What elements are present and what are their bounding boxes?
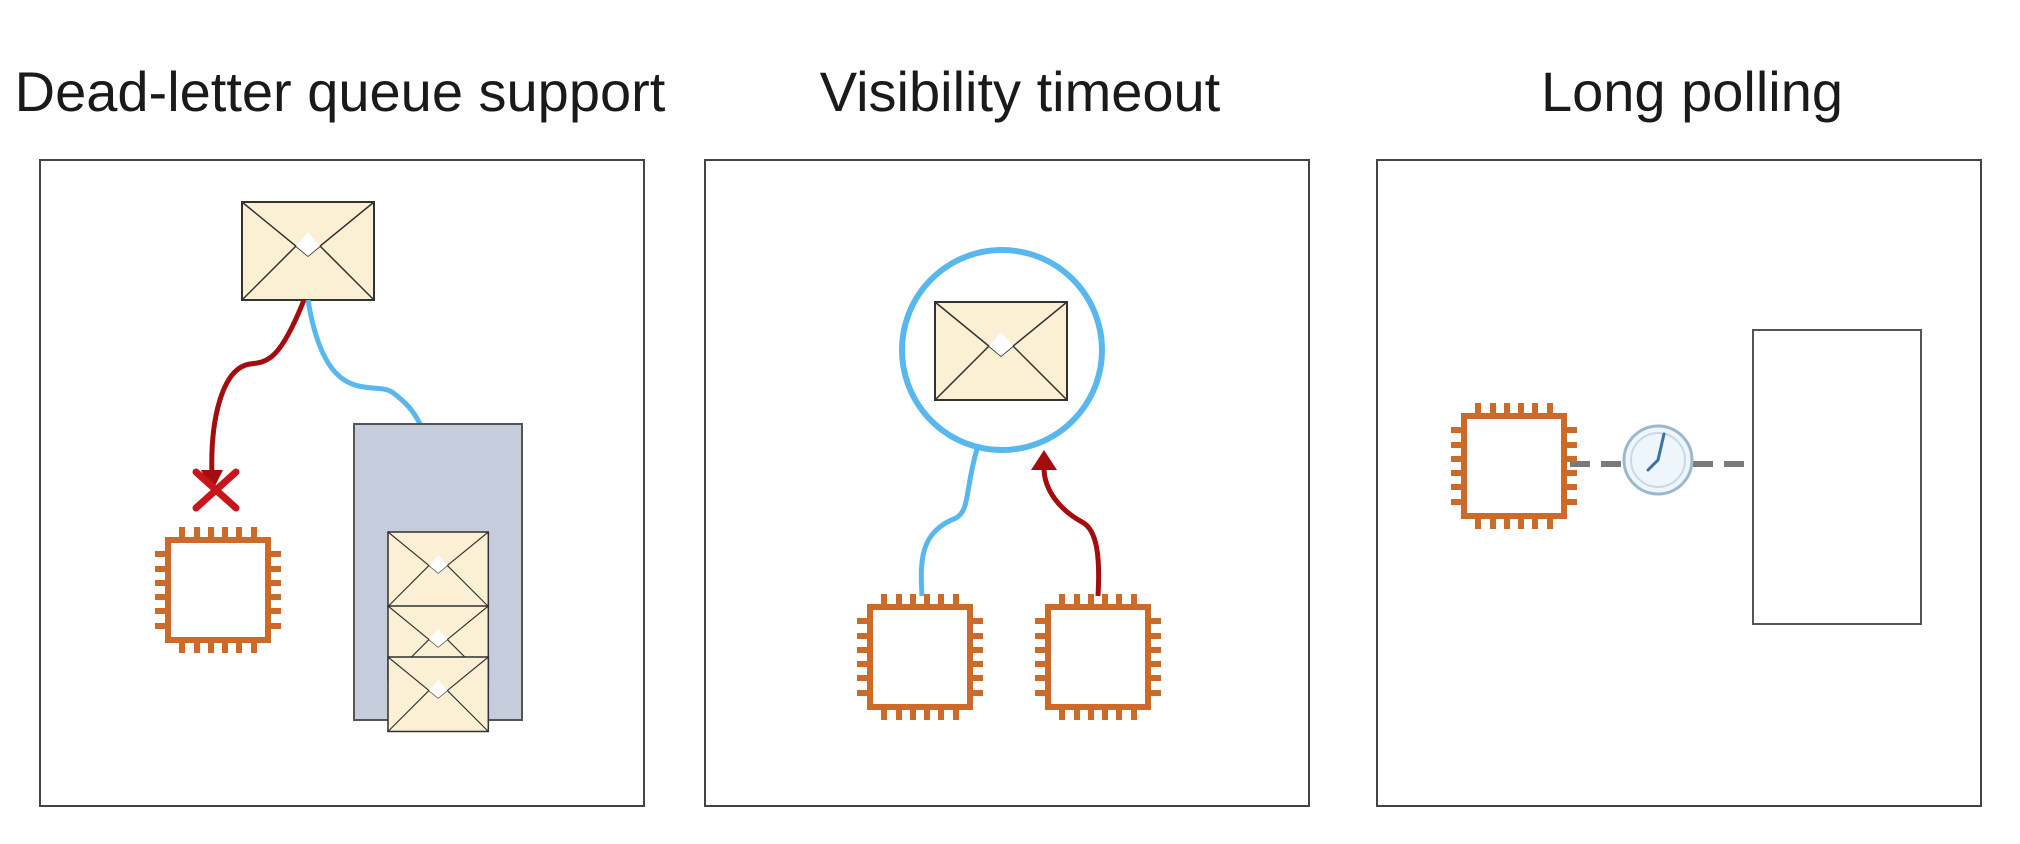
visibility-timeout-title: Visibility timeout — [819, 60, 1221, 123]
clock-icon — [1622, 424, 1694, 496]
queued-envelope-icon — [387, 656, 490, 733]
in-flight-envelope-icon — [934, 301, 1068, 401]
long-polling-title: Long polling — [1540, 60, 1844, 123]
rejected-x-icon — [192, 468, 240, 512]
receive-line — [918, 448, 980, 597]
failed-delivery-line — [209, 299, 307, 477]
return-line — [1041, 467, 1102, 597]
queue-box — [1752, 329, 1922, 625]
failed-delivery-arrowhead — [201, 470, 223, 492]
dead-letter-queue-title: Dead-letter queue support — [14, 60, 666, 123]
dlq-source-envelope-icon — [241, 201, 375, 301]
return-arrowhead — [1031, 450, 1057, 470]
queued-envelope-icon — [387, 531, 490, 608]
redrive-line — [305, 299, 423, 426]
